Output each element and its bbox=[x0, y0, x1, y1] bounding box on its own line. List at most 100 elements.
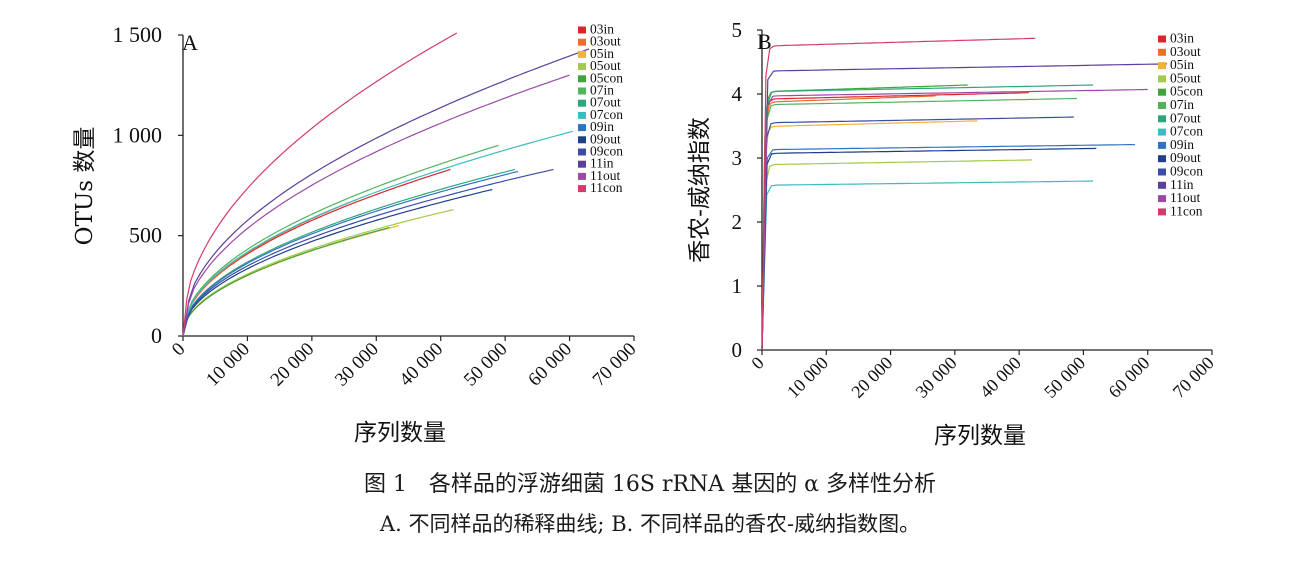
legend-label-09con: 09con bbox=[1170, 164, 1203, 179]
legend-label-09in: 09in bbox=[590, 119, 614, 134]
x-axis-label: 序列数量 bbox=[354, 420, 446, 446]
series-line-11out bbox=[182, 74, 570, 337]
x-tick-label: 60 000 bbox=[524, 339, 576, 391]
x-tick-label: 70 000 bbox=[589, 339, 641, 391]
x-tick-label: 50 000 bbox=[460, 339, 512, 391]
y-tick-label: 1 500 bbox=[113, 22, 163, 47]
legend-label-05out: 05out bbox=[1170, 70, 1201, 85]
legend-label-03out: 03out bbox=[1170, 44, 1201, 59]
legend-label-05out: 05out bbox=[590, 58, 621, 73]
series-line-09in bbox=[761, 144, 1135, 351]
legend-swatch-09con bbox=[1158, 168, 1166, 176]
y-tick-label: 3 bbox=[732, 146, 743, 170]
legend-swatch-11con bbox=[578, 185, 586, 193]
legend-swatch-09out bbox=[1158, 155, 1166, 163]
legend-label-11in: 11in bbox=[1170, 177, 1194, 192]
series-line-11con bbox=[182, 32, 458, 337]
legend-swatch-07con bbox=[1158, 128, 1166, 136]
series-line-07con bbox=[761, 180, 1094, 351]
y-tick-label: 0 bbox=[732, 338, 743, 362]
legend-label-05in: 05in bbox=[590, 46, 614, 61]
legend-swatch-07con bbox=[578, 111, 586, 119]
x-tick-label: 70 000 bbox=[1169, 353, 1218, 402]
series-line-03in bbox=[182, 168, 451, 337]
x-axis-label: 序列数量 bbox=[934, 423, 1026, 449]
series-line-09con bbox=[761, 116, 1074, 351]
figure-caption-subtitle: A. 不同样品的稀释曲线; B. 不同样品的香农-威纳指数图。 bbox=[379, 512, 921, 536]
legend-label-05con: 05con bbox=[1170, 84, 1203, 99]
series-line-11in bbox=[761, 63, 1168, 351]
x-tick-label: 0 bbox=[168, 339, 190, 361]
panel-label: B bbox=[757, 29, 772, 54]
legend-label-09out: 09out bbox=[590, 131, 621, 146]
x-tick-label: 60 000 bbox=[1104, 353, 1153, 402]
legend-label-07in: 07in bbox=[590, 83, 614, 98]
x-tick-label: 10 000 bbox=[202, 339, 254, 391]
legend-swatch-05con bbox=[1158, 88, 1166, 96]
series-line-07con bbox=[182, 130, 573, 337]
x-tick-label: 10 000 bbox=[783, 353, 832, 402]
x-tick-label: 50 000 bbox=[1040, 353, 1089, 402]
legend-label-09con: 09con bbox=[590, 144, 623, 159]
series-line-11con bbox=[761, 37, 1036, 351]
y-tick-label: 5 bbox=[732, 18, 743, 42]
legend-swatch-05in bbox=[1158, 62, 1166, 70]
legend-swatch-11in bbox=[1158, 181, 1166, 189]
x-tick-label: 40 000 bbox=[395, 339, 447, 391]
legend-swatch-03in bbox=[578, 26, 586, 34]
legend-label-07in: 07in bbox=[1170, 97, 1194, 112]
series-line-09in bbox=[182, 170, 519, 337]
x-tick-label: 40 000 bbox=[976, 353, 1025, 402]
series-line-07in bbox=[182, 144, 499, 337]
legend-swatch-11out bbox=[578, 172, 586, 180]
y-axis-label: OTUs 数量 bbox=[72, 127, 98, 246]
series-line-09con bbox=[182, 168, 554, 337]
legend-label-11out: 11out bbox=[1170, 190, 1200, 205]
legend-swatch-05out bbox=[1158, 75, 1166, 83]
legend-swatch-07out bbox=[578, 99, 586, 107]
legend-swatch-03out bbox=[1158, 48, 1166, 56]
legend-swatch-07in bbox=[578, 87, 586, 95]
legend-swatch-05con bbox=[578, 75, 586, 83]
legend-swatch-11in bbox=[578, 160, 586, 168]
legend-label-09out: 09out bbox=[1170, 150, 1201, 165]
y-tick-label: 4 bbox=[732, 82, 743, 106]
legend-label-07con: 07con bbox=[590, 107, 623, 122]
y-tick-label: 1 bbox=[732, 274, 743, 298]
series-line-03out bbox=[182, 198, 358, 337]
legend-label-03in: 03in bbox=[590, 22, 614, 37]
panel-label: A bbox=[182, 30, 198, 55]
series-line-09out bbox=[761, 147, 1097, 351]
legend-swatch-11con bbox=[1158, 208, 1166, 216]
x-tick-label: 0 bbox=[747, 353, 768, 374]
series-line-07in bbox=[761, 97, 1078, 351]
legend-label-07out: 07out bbox=[1170, 110, 1201, 125]
series-line-11out bbox=[761, 88, 1148, 351]
series-line-05out bbox=[182, 209, 454, 337]
legend-label-09in: 09in bbox=[1170, 137, 1194, 152]
legend-swatch-03out bbox=[578, 38, 586, 46]
series-line-05con bbox=[761, 84, 968, 351]
legend-swatch-09con bbox=[578, 148, 586, 156]
legend-label-11con: 11con bbox=[590, 180, 623, 195]
legend-label-05con: 05con bbox=[590, 70, 623, 85]
y-tick-label: 0 bbox=[151, 323, 162, 348]
legend-label-05in: 05in bbox=[1170, 57, 1194, 72]
legend-swatch-07in bbox=[1158, 102, 1166, 109]
legend-swatch-03in bbox=[1158, 35, 1166, 43]
series-line-03out bbox=[761, 95, 936, 351]
y-axis-label: 香农-威纳指数 bbox=[687, 117, 713, 263]
chart-panel-a: A 0 500 1 000 1 500 0 10 000 20 000 30 000 40 000… bbox=[72, 22, 641, 447]
legend-label-07con: 07con bbox=[1170, 124, 1203, 139]
legend-swatch-05in bbox=[578, 50, 586, 58]
series-line-05con bbox=[182, 227, 390, 337]
x-tick-label: 30 000 bbox=[331, 339, 383, 391]
y-tick-label: 2 bbox=[732, 210, 743, 234]
legend-swatch-07out bbox=[1158, 115, 1166, 123]
series-line-05in bbox=[761, 120, 978, 351]
legend-label-03in: 03in bbox=[1170, 31, 1194, 46]
legend-swatch-09in bbox=[1158, 141, 1166, 149]
legend-label-11in: 11in bbox=[590, 156, 614, 171]
series-line-03in bbox=[761, 92, 1029, 351]
